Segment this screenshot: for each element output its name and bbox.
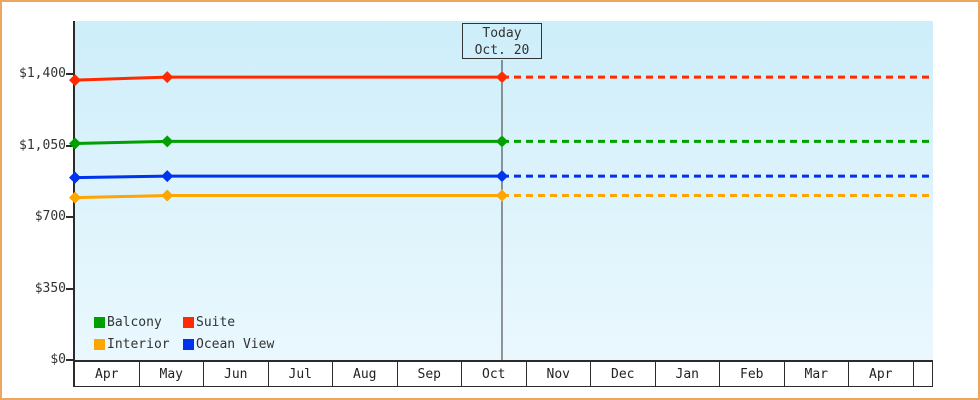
legend-item-ocean-view: Ocean View xyxy=(183,337,274,352)
y-axis-tick xyxy=(66,359,73,361)
series-marker xyxy=(161,170,174,183)
x-axis-month-cell: Dec xyxy=(591,362,656,386)
legend-item-interior: Interior xyxy=(94,337,183,352)
ocean-view-swatch-icon xyxy=(183,339,194,350)
y-axis-label: $350 xyxy=(34,280,66,296)
x-axis-month-cell: Mar xyxy=(785,362,849,386)
legend-label: Ocean View xyxy=(196,337,275,352)
x-axis-month-cell: Apr xyxy=(849,362,914,386)
x-axis-month-cell: Jul xyxy=(269,362,333,386)
x-axis: Apr May Jun Jul Aug Sep Oct Nov Dec Jan … xyxy=(73,360,933,387)
series-marker xyxy=(495,135,508,148)
series-line xyxy=(74,174,502,180)
x-axis-month-cell: Feb xyxy=(720,362,785,386)
series-marker xyxy=(495,170,508,183)
y-axis-tick xyxy=(66,216,73,218)
series-marker xyxy=(495,189,508,202)
y-axis-label: $1,400 xyxy=(19,66,66,81)
y-axis-label: $0 xyxy=(50,352,66,367)
today-annotation: Today Oct. 20 xyxy=(461,23,542,59)
y-axis-label: $700 xyxy=(34,209,66,224)
x-axis-month-cell: Jun xyxy=(204,362,269,386)
series-marker xyxy=(69,74,81,87)
series-marker xyxy=(69,191,81,204)
x-axis-month-cell: Sep xyxy=(398,362,462,386)
legend: Balcony Suite Interior Ocean View xyxy=(94,315,274,352)
series-line xyxy=(74,139,502,145)
legend-label: Interior xyxy=(107,337,170,352)
series-marker xyxy=(161,189,174,202)
y-axis-tick xyxy=(66,144,73,147)
y-axis-label: $1,050 xyxy=(19,137,66,153)
series-line xyxy=(74,75,502,82)
x-axis-month-cell: Jan xyxy=(656,362,720,386)
x-axis-filler-cell xyxy=(914,362,933,386)
x-axis-month-cell: Nov xyxy=(527,362,591,386)
x-axis-month-cell: Oct xyxy=(462,362,527,386)
x-axis-month-cell: Apr xyxy=(75,362,140,386)
y-axis xyxy=(73,21,75,360)
legend-item-balcony: Balcony xyxy=(94,315,183,330)
x-axis-month-cell: May xyxy=(140,362,204,386)
x-axis-month-cell: Aug xyxy=(333,362,398,386)
suite-swatch-icon xyxy=(183,317,194,328)
legend-label: Balcony xyxy=(107,315,162,330)
balcony-swatch-icon xyxy=(94,317,105,328)
series-marker xyxy=(495,71,508,84)
series-marker xyxy=(161,71,174,84)
series-marker xyxy=(161,135,174,148)
y-axis-tick xyxy=(66,287,73,290)
series-line xyxy=(74,194,502,200)
today-annotation-line1: Today xyxy=(482,26,522,41)
interior-swatch-icon xyxy=(94,339,105,350)
today-annotation-line2: Oct. 20 xyxy=(474,43,530,58)
y-axis-tick xyxy=(66,73,73,75)
legend-item-suite: Suite xyxy=(183,315,274,330)
legend-label: Suite xyxy=(196,315,236,330)
series-marker xyxy=(69,171,81,184)
series-marker xyxy=(69,137,81,150)
